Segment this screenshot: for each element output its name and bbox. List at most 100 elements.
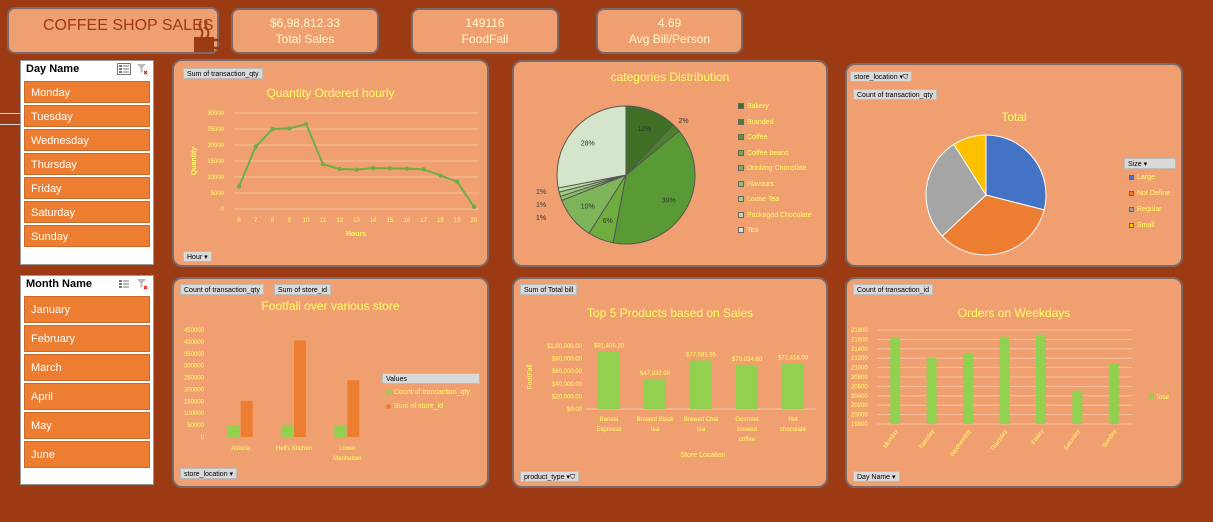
y-tick-label: 21000 xyxy=(851,366,868,372)
x-tick-label: Barista xyxy=(600,417,619,423)
slicer-item-june[interactable]: June xyxy=(24,441,150,468)
legend-item: Packaged Chocolate xyxy=(738,212,812,219)
kpi-label: Total Sales xyxy=(275,32,335,46)
hourly-line-chart: 0 5000 10000 15000 20000 25000 30000 6 7 8 9 10 11 12… xyxy=(191,111,479,238)
x-tick-label: Saturday xyxy=(1063,429,1082,452)
legend-item: Coffee beans xyxy=(738,150,789,157)
y-tick-label: 10000 xyxy=(207,175,224,181)
data-label: $72,416.00 xyxy=(778,355,809,361)
y-tick-label: 15000 xyxy=(207,159,224,165)
slicer-item-friday[interactable]: Friday xyxy=(24,177,150,199)
bar xyxy=(1108,363,1119,424)
kpi-label: Avg Bill/Person xyxy=(628,32,711,46)
y-tick-label: 20600 xyxy=(851,384,868,390)
product-type-filter-button[interactable]: product_type ▾⛉ xyxy=(520,471,580,482)
chart-title: Orders on Weekdays xyxy=(957,306,1071,320)
slicer-item-saturday[interactable]: Saturday xyxy=(24,201,150,223)
slicer-item-monday[interactable]: Monday xyxy=(24,81,150,103)
y-tick-label: 450000 xyxy=(184,328,205,334)
y-tick-label: 30000 xyxy=(207,111,224,117)
multi-select-icon[interactable] xyxy=(117,63,131,75)
series-line xyxy=(238,123,475,208)
multi-select-icon[interactable] xyxy=(117,278,131,290)
value-field-button[interactable]: Count of transaction_id xyxy=(853,284,933,295)
x-tick-label: chocolate xyxy=(780,427,806,433)
store-location-filter-button[interactable]: store_location ▾⛉ xyxy=(850,71,913,82)
chart-title: Quantity Ordered hourly xyxy=(266,86,395,100)
y-axis-label: Quantity xyxy=(191,147,198,175)
count-field-button[interactable]: Count of transaction_qty xyxy=(180,284,264,295)
legend-label: Total xyxy=(1156,395,1169,401)
clear-filter-icon[interactable] xyxy=(136,278,148,290)
kpi-value: 4.69 xyxy=(657,16,682,30)
x-tick-label: 16 xyxy=(404,218,411,224)
footfall-store-card: Count of transaction_qty Sum of store_id… xyxy=(172,277,489,488)
x-tick-label: Thursday xyxy=(990,429,1009,453)
y-tick-label: 0 xyxy=(221,207,225,213)
value-field-button[interactable]: Count of transaction_qty xyxy=(853,89,937,100)
slicer-item-tuesday[interactable]: Tuesday xyxy=(24,105,150,127)
slicer-header: Day Name xyxy=(21,61,153,79)
y-tick-label: $60,000.00 xyxy=(552,369,583,375)
x-tick-label: Brewed Chai xyxy=(684,417,718,423)
data-label: 39% xyxy=(662,197,676,204)
legend-item: Bakery xyxy=(738,103,769,110)
slicer-item-march[interactable]: March xyxy=(24,354,150,381)
hour-axis-button[interactable]: Hour ▾ xyxy=(183,251,212,262)
coffee-cup-icon xyxy=(194,20,222,52)
x-tick-label: Lower xyxy=(339,446,355,452)
value-field-button[interactable]: Sum of Total bill xyxy=(520,284,578,295)
x-tick-label: Astoria xyxy=(231,446,250,452)
x-tick-label: Sunday xyxy=(1102,429,1119,449)
x-tick-label: 10 xyxy=(303,218,310,224)
y-tick-label: $20,000.00 xyxy=(552,394,583,400)
bar xyxy=(782,363,804,409)
data-point xyxy=(287,126,292,131)
y-axis-label: FootFall xyxy=(527,364,534,390)
y-tick-label: 21400 xyxy=(851,347,868,353)
slicer-item-january[interactable]: January xyxy=(24,296,150,323)
value-field-button[interactable]: Sum of transaction_qty xyxy=(183,68,263,79)
chart-title: Total xyxy=(1001,110,1027,124)
y-tick-label: $1,00,000.00 xyxy=(547,344,583,350)
slicer-item-april[interactable]: April xyxy=(24,383,150,410)
slicer-item-sunday[interactable]: Sunday xyxy=(24,225,150,247)
kpi-value: 149116 xyxy=(465,16,505,30)
slicer-item-february[interactable]: February xyxy=(24,325,150,352)
x-tick-label: 12 xyxy=(336,218,343,224)
y-tick-label: 350000 xyxy=(184,352,205,358)
data-label: $47,932.00 xyxy=(640,371,671,377)
x-axis-label: Store Location xyxy=(680,452,725,459)
x-tick-label: 15 xyxy=(387,218,394,224)
clear-filter-icon[interactable] xyxy=(136,63,148,75)
sum-field-button[interactable]: Sum of store_id xyxy=(274,284,332,295)
slicer-item-may[interactable]: May xyxy=(24,412,150,439)
top-products-card: Sum of Total bill Top 5 Products based o… xyxy=(512,277,828,488)
data-point xyxy=(320,162,326,167)
size-legend-button[interactable]: Size ▾ xyxy=(1124,158,1176,169)
slicer-item-wednesday[interactable]: Wednesday xyxy=(24,129,150,151)
y-tick-label: 20200 xyxy=(851,403,868,409)
store-location-axis-button[interactable]: store_location ▾ xyxy=(180,468,238,479)
bar xyxy=(240,400,253,437)
day-name-axis-button[interactable]: Day Name ▾ xyxy=(853,471,900,482)
size-distribution-card: store_location ▾⛉ Count of transaction_q… xyxy=(845,63,1183,267)
data-point xyxy=(421,167,426,172)
data-point xyxy=(471,204,477,209)
day-name-slicer: Day Name Monday Tuesday Wednesday Thursday F… xyxy=(20,60,154,265)
legend-item: Flavours xyxy=(738,181,774,188)
y-tick-label: 21800 xyxy=(851,328,868,334)
y-tick-label: 50000 xyxy=(187,423,204,429)
bar xyxy=(644,378,666,409)
y-tick-label: 5000 xyxy=(211,191,225,197)
weekday-orders-card: Count of transaction_id Orders on Weekda… xyxy=(845,277,1183,488)
slicer-item-thursday[interactable]: Thursday xyxy=(24,153,150,175)
bar xyxy=(890,337,901,424)
data-point xyxy=(303,122,309,127)
dashboard-title: COFFEE SHOP SALES xyxy=(43,17,214,34)
pie-slice xyxy=(941,194,1045,256)
connector-line xyxy=(0,113,20,114)
legend-item: Branded xyxy=(738,119,773,126)
y-tick-label: 21600 xyxy=(851,337,868,343)
x-tick-label: Brewed Black xyxy=(637,417,675,423)
